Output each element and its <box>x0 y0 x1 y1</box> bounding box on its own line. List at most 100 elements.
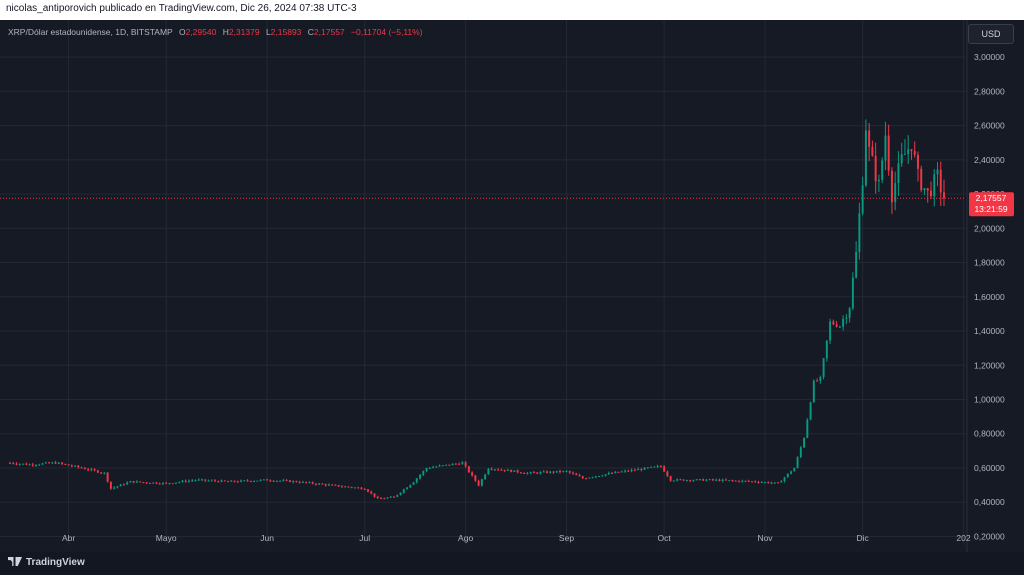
candle-body <box>256 480 259 482</box>
candle-body <box>777 482 780 484</box>
candle-body <box>266 479 269 481</box>
last-price-tag-bg <box>969 192 1014 217</box>
time-tick-label: Jul <box>359 533 370 543</box>
time-tick-label: Sep <box>559 533 574 543</box>
price-tick-label: 2,40000 <box>974 155 1005 165</box>
candle-body <box>451 463 454 466</box>
candle-body <box>809 402 812 420</box>
candle-body <box>562 471 565 473</box>
candle-body <box>458 463 461 465</box>
candle-body <box>301 481 304 483</box>
candle-body <box>513 470 516 472</box>
candle-body <box>22 463 24 465</box>
candle-body <box>331 484 334 486</box>
open-value: 2,29540 <box>185 27 217 37</box>
candle-body <box>253 480 256 482</box>
candle-body <box>692 480 695 482</box>
symbol-legend: XRP/Dólar estadounidense, 1D, BITSTAMP O… <box>8 27 423 37</box>
candle-body <box>516 470 519 473</box>
candle-body <box>161 482 164 484</box>
candle-body <box>545 471 548 473</box>
candle-body <box>679 479 682 481</box>
candle-body <box>288 480 291 483</box>
candle-body <box>38 464 41 466</box>
candle-body <box>695 479 698 481</box>
candle-body <box>311 482 314 484</box>
candle-body <box>109 481 112 489</box>
candle-body <box>500 469 503 471</box>
candle-body <box>347 486 350 488</box>
candle-body <box>282 480 285 482</box>
candle-body <box>435 466 438 468</box>
candle-body <box>939 169 942 193</box>
candle-body <box>682 479 685 481</box>
candle-body <box>340 486 343 488</box>
candle-body <box>314 483 317 485</box>
candle-body <box>666 471 669 477</box>
candle-body <box>363 489 366 491</box>
candle-body <box>653 466 656 468</box>
time-tick-label: Ago <box>458 533 473 543</box>
candle-body <box>611 473 614 475</box>
candle-body <box>139 481 142 483</box>
time-axis: Abr Mayo Jun Jul Ago Sep Oct Nov Dic 202 <box>62 533 971 543</box>
candle-body <box>18 463 21 465</box>
candle-body <box>233 480 236 482</box>
candle-body <box>698 479 701 481</box>
candle-body <box>812 380 815 403</box>
candle-body <box>334 484 337 486</box>
candle-body <box>119 484 122 487</box>
candle-body <box>142 482 145 484</box>
candle-body <box>393 496 395 498</box>
candle-body <box>601 475 604 477</box>
candle-body <box>353 487 356 489</box>
candle-body <box>627 470 630 472</box>
candle-body <box>74 465 77 467</box>
candle-body <box>386 497 389 499</box>
candle-body <box>861 185 864 214</box>
candle-body <box>913 150 916 155</box>
candle-body <box>83 468 86 470</box>
candle-body <box>204 479 207 481</box>
candle-body <box>57 462 60 464</box>
candle-body <box>493 469 496 471</box>
candle-body <box>103 472 106 474</box>
candle-body <box>614 471 617 474</box>
currency-button[interactable]: USD <box>968 24 1014 44</box>
candle-body <box>292 481 295 483</box>
candle-body <box>87 469 90 471</box>
candle-body <box>790 471 793 474</box>
candle-body <box>396 494 399 497</box>
candle-body <box>916 154 919 169</box>
candle-body <box>214 480 217 482</box>
candle-body <box>497 469 500 471</box>
candle-body <box>598 476 601 478</box>
candle-body <box>868 130 871 147</box>
candle-body <box>568 470 571 473</box>
candle-body <box>728 480 731 482</box>
candle-body <box>272 480 275 482</box>
candle-body <box>799 447 802 458</box>
candle-body <box>871 146 874 156</box>
candle-body <box>633 469 636 471</box>
candle-body <box>620 471 623 473</box>
candle-body <box>67 464 70 466</box>
candle-body <box>54 462 57 464</box>
low-label: L <box>265 27 271 37</box>
candle-body <box>672 480 675 482</box>
candle-body <box>617 471 620 473</box>
candle-body <box>80 467 83 469</box>
candle-body <box>519 472 522 474</box>
candle-body <box>734 480 737 482</box>
candle-body <box>487 468 490 475</box>
tradingview-logo-icon <box>8 557 22 566</box>
candle-body <box>858 213 861 252</box>
candle-body <box>773 482 776 484</box>
tradingview-logo[interactable]: TradingView <box>8 557 85 568</box>
candle-body <box>933 174 936 197</box>
candle-body <box>445 464 448 466</box>
candle-body <box>477 480 480 486</box>
candle-body <box>685 480 688 482</box>
candle-body <box>754 481 757 483</box>
